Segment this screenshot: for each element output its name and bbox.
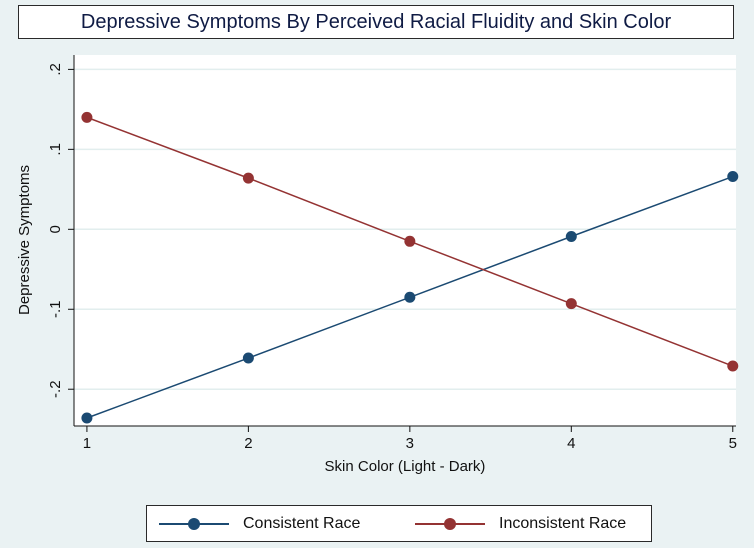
y-ticks: -.2 -.1 0 .1 .2 [47, 63, 74, 398]
y-tick-label-3: .1 [47, 143, 64, 156]
x-tick-label-1: 2 [244, 435, 252, 452]
y-tick-label-2: 0 [47, 225, 64, 233]
x-tick-label-0: 1 [83, 435, 91, 452]
legend: Consistent Race Inconsistent Race [146, 505, 652, 542]
data-point-0-3 [565, 231, 577, 243]
legend-item-inconsistent: Inconsistent Race [415, 506, 626, 541]
data-point-1-2 [404, 235, 416, 247]
legend-swatch-inconsistent [415, 517, 485, 530]
data-point-0-1 [242, 352, 254, 364]
y-axis-title: Depressive Symptoms [16, 165, 33, 315]
data-point-1-1 [242, 172, 254, 184]
x-axis-title: Skin Color (Light - Dark) [325, 458, 486, 475]
data-point-0-0 [81, 412, 93, 424]
data-point-0-4 [727, 171, 739, 183]
data-point-1-3 [565, 298, 577, 310]
y-tick-label-0: -.2 [47, 380, 64, 398]
legend-item-consistent: Consistent Race [159, 506, 360, 541]
legend-label-inconsistent: Inconsistent Race [499, 514, 627, 532]
y-tick-label-1: -.1 [47, 301, 64, 319]
x-tick-label-3: 4 [567, 435, 575, 452]
data-point-1-4 [727, 360, 739, 372]
y-tick-label-4: .2 [47, 63, 64, 76]
data-point-0-2 [404, 291, 416, 303]
chart-title: Depressive Symptoms By Perceived Racial … [80, 10, 672, 33]
x-tick-label-4: 5 [729, 435, 737, 452]
legend-label-consistent: Consistent Race [243, 514, 361, 532]
grid-lines [74, 68, 736, 390]
x-ticks: 1 2 3 4 5 [83, 426, 737, 452]
data-point-1-0 [81, 111, 93, 123]
chart-title-box: Depressive Symptoms By Perceived Racial … [18, 5, 734, 39]
x-tick-label-2: 3 [406, 435, 414, 452]
legend-swatch-consistent [159, 517, 229, 530]
series-layer [81, 111, 739, 424]
